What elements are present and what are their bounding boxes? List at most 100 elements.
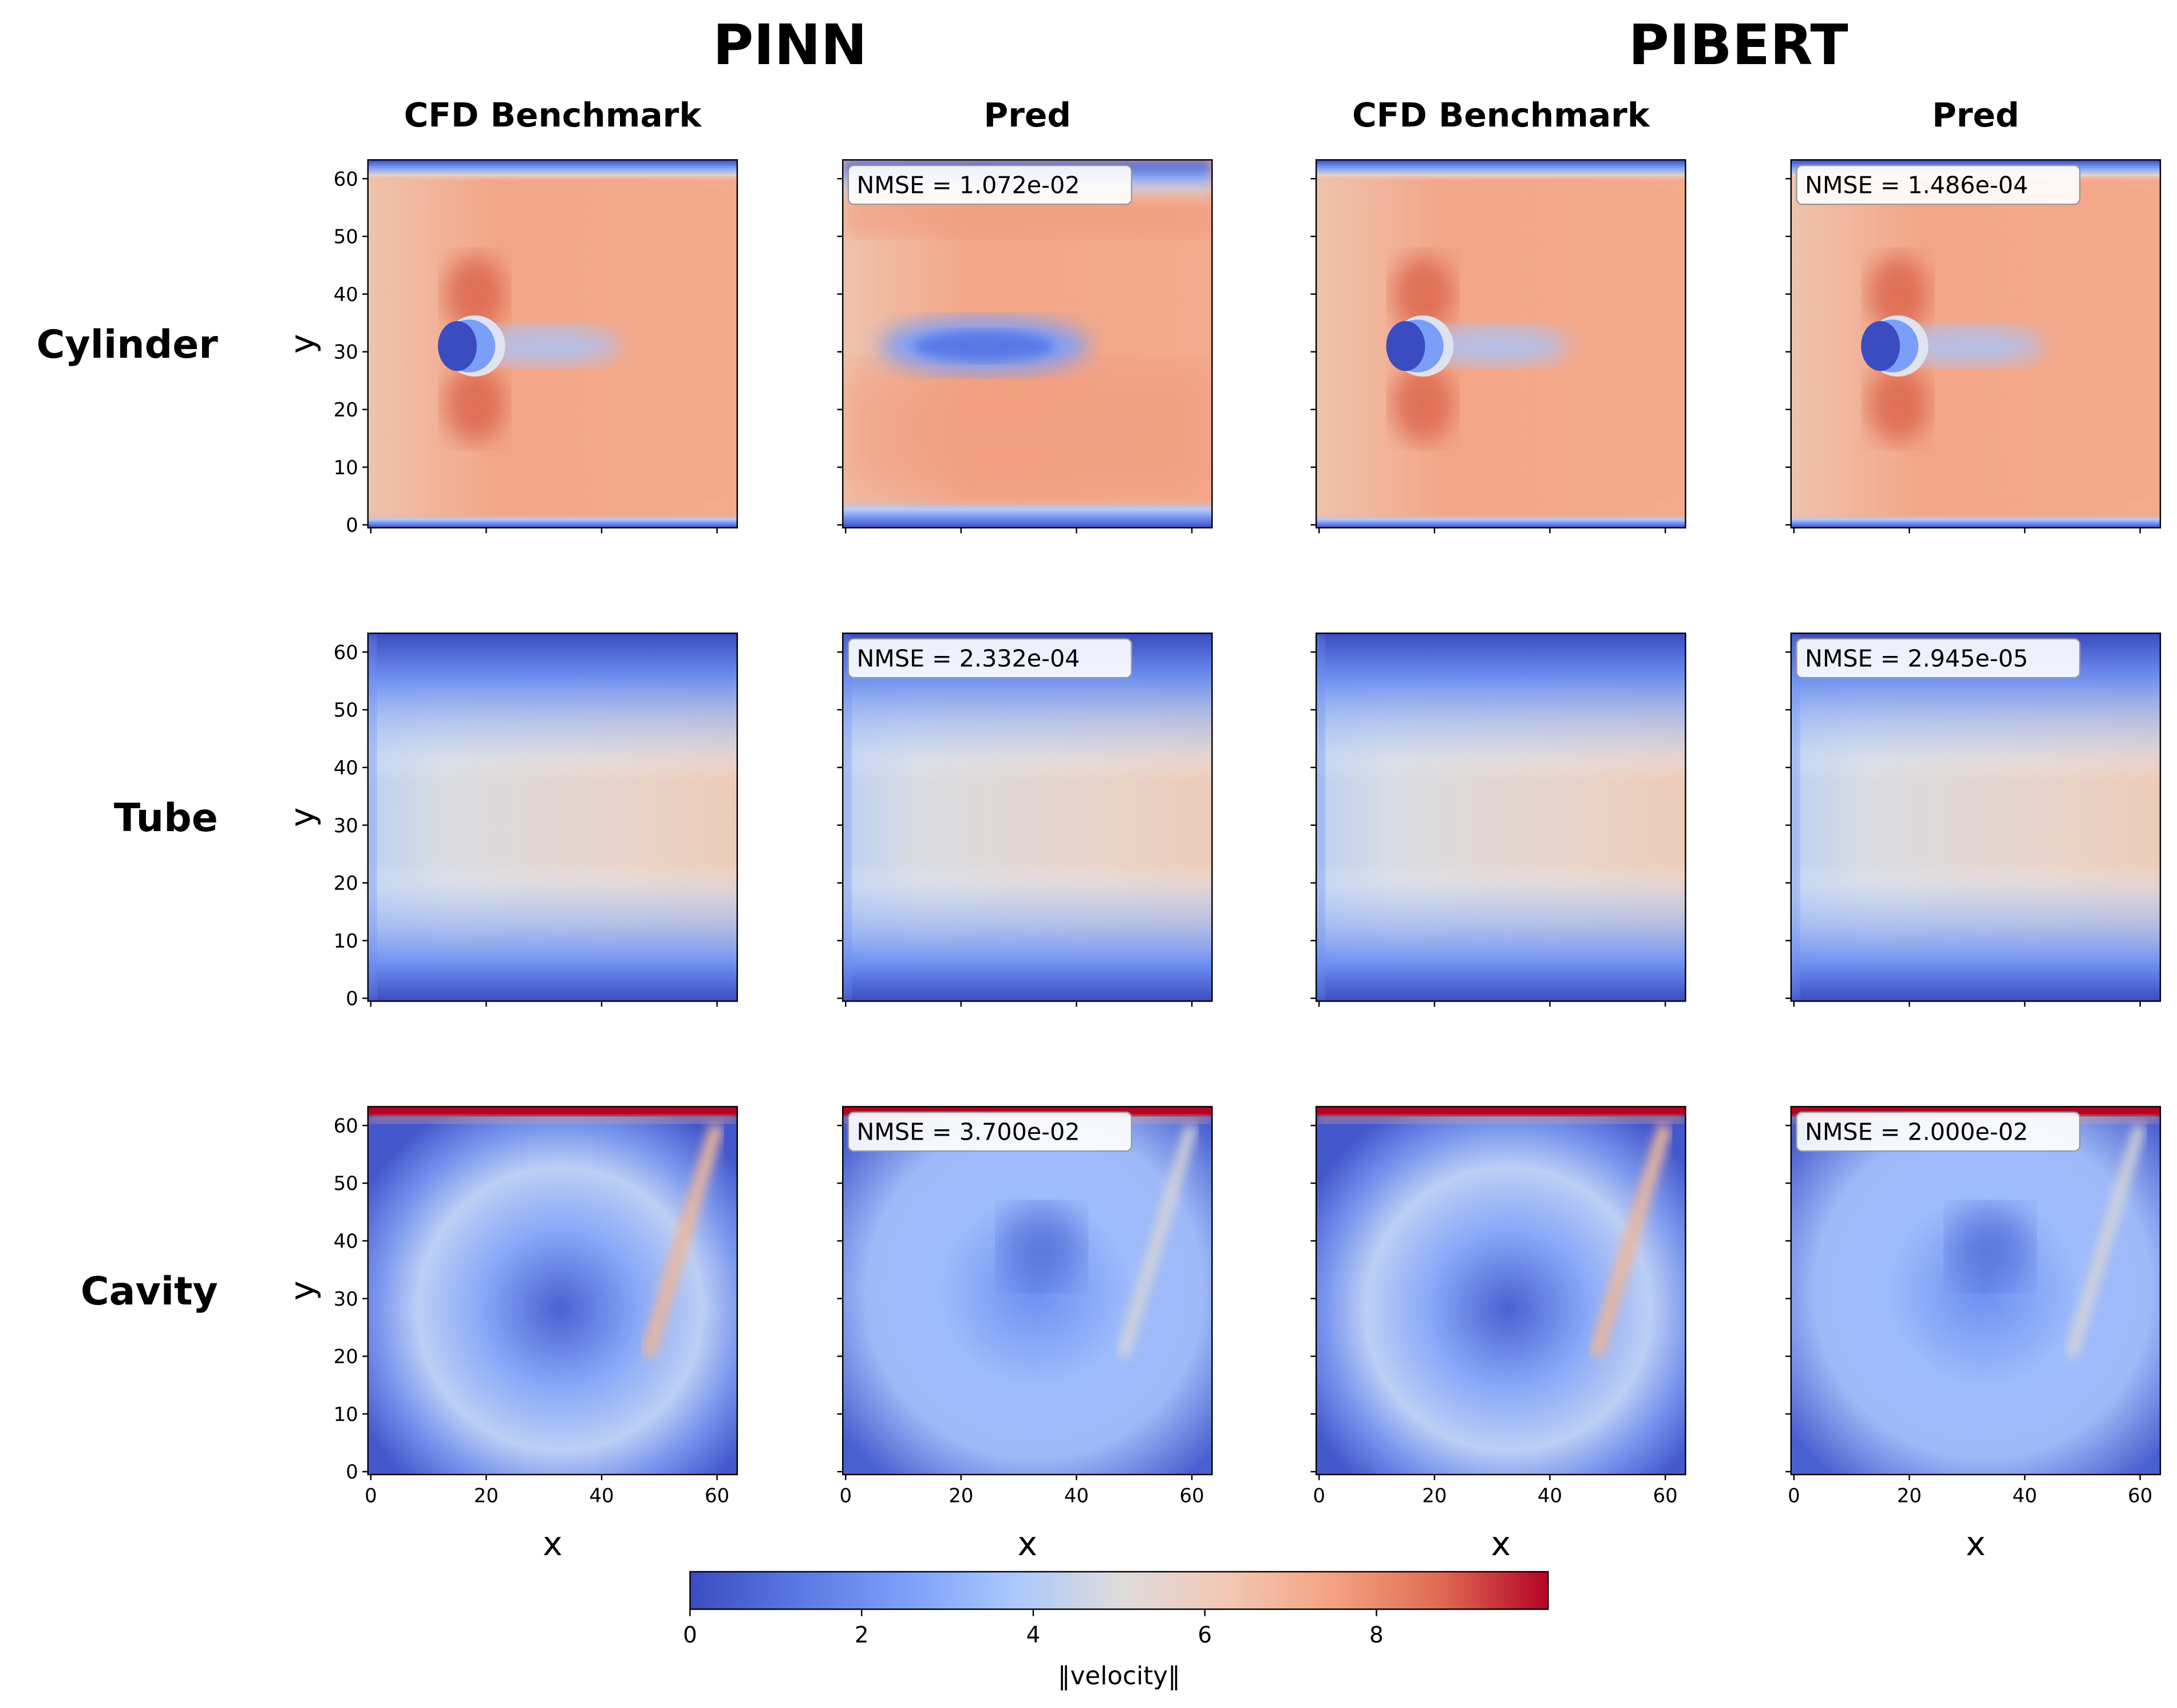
nmse-label: NMSE = 2.332e-04 [856, 645, 1080, 673]
heatmap-field [368, 160, 737, 528]
y-tick-label: 20 [334, 1346, 358, 1369]
row-label-cavity: Cavity [81, 1269, 218, 1314]
axes-frame [841, 632, 1213, 1002]
y-tick-label: 60 [334, 168, 358, 191]
y-tick-label: 0 [346, 514, 358, 537]
heatmap-field [1791, 1106, 2160, 1475]
axes-frame [367, 1106, 738, 1476]
y-tick-label: 60 [334, 1114, 358, 1137]
column-title: Pred [1932, 96, 2019, 135]
nmse-label: NMSE = 2.000e-02 [1805, 1118, 2028, 1146]
y-tick-label: 20 [334, 872, 358, 895]
colorbar-tick-label: 8 [1369, 1623, 1384, 1648]
panel-tube-pred-pinn: NMSE = 2.332e-04 [837, 632, 1213, 1007]
nmse-annotation: NMSE = 2.000e-02 [1796, 1111, 2081, 1152]
panel-grid: CFD Benchmark Pred CFD Benchmark Pred Cylind… [37, 96, 2162, 1563]
y-tick-label: 0 [346, 1461, 358, 1484]
panel-tube-cfd-benchmark-pinn: 0 10 20 30 40 50 60 y [283, 632, 738, 1010]
y-axis-label: y [283, 334, 322, 353]
axes-frame [367, 159, 738, 529]
heatmap-field [843, 160, 1212, 528]
x-tick-label: 40 [1538, 1485, 1562, 1508]
heatmap-field [1316, 633, 1686, 1002]
axes-frame [367, 632, 738, 1002]
nmse-annotation: NMSE = 1.072e-02 [847, 164, 1132, 205]
colorbar-tick-label: 2 [855, 1623, 869, 1648]
panel-tube-pred-pibert: NMSE = 2.945e-05 [1785, 632, 2162, 1007]
axes-frame [1315, 632, 1686, 1002]
x-tick-label: 60 [705, 1485, 729, 1508]
axes-frame [841, 1106, 1213, 1476]
x-tick-label: 20 [1422, 1485, 1447, 1508]
x-axis-label: x [543, 1524, 562, 1563]
axes-frame [841, 159, 1213, 529]
heatmap-field [1316, 1106, 1686, 1475]
y-axis-label: y [283, 1281, 322, 1300]
x-tick-label: 0 [365, 1485, 377, 1508]
x-tick-label: 20 [474, 1485, 499, 1508]
column-title: CFD Benchmark [404, 96, 702, 135]
panel-cylinder-pred-pibert: NMSE = 1.486e-04 [1785, 159, 2162, 533]
nmse-annotation: NMSE = 3.700e-02 [847, 1111, 1132, 1152]
axes-frame [1315, 1106, 1686, 1476]
y-tick-label: 30 [334, 815, 358, 837]
axes-frame [1315, 159, 1686, 529]
heatmap-field [1791, 160, 2160, 528]
axes-frame [1790, 159, 2162, 529]
y-tick-label: 50 [334, 226, 358, 248]
row-label-tube: Tube [114, 796, 218, 841]
axes-frame [1790, 1106, 2162, 1476]
group-title-pibert: PIBERT [1629, 13, 1848, 77]
nmse-label: NMSE = 1.072e-02 [856, 172, 1080, 199]
y-tick-label: 60 [334, 641, 358, 664]
panel-cylinder-cfd-benchmark-pinn: 0 10 20 30 40 50 60 y [283, 159, 738, 537]
group-title-pinn: PINN [713, 13, 867, 77]
nmse-annotation: NMSE = 1.486e-04 [1796, 164, 2081, 205]
heatmap-field [368, 1106, 737, 1475]
y-tick-label: 40 [334, 283, 358, 306]
y-tick-label: 10 [334, 456, 358, 479]
nmse-label: NMSE = 3.700e-02 [856, 1118, 1080, 1146]
y-tick-label: 30 [334, 1288, 358, 1311]
panel-cavity-pred-pinn: 0 20 40 60 x NMSE = 3.700e-02 [837, 1106, 1213, 1563]
x-tick-label: 60 [1179, 1485, 1204, 1508]
panel-cylinder-pred-pinn: NMSE = 1.072e-02 [837, 159, 1213, 533]
y-tick-label: 30 [334, 341, 358, 364]
nmse-label: NMSE = 2.945e-05 [1805, 645, 2028, 673]
heatmap-field [1316, 160, 1686, 528]
x-tick-label: 40 [1064, 1485, 1089, 1508]
colorbar-tick-label: 0 [683, 1623, 697, 1648]
y-tick-label: 40 [334, 1230, 358, 1253]
x-tick-label: 0 [1788, 1485, 1800, 1508]
heatmap-field [843, 633, 1212, 1002]
colorbar-tick-label: 6 [1198, 1623, 1212, 1648]
row-label-cylinder: Cylinder [37, 322, 219, 367]
y-tick-label: 10 [334, 1403, 358, 1426]
column-title: CFD Benchmark [1352, 96, 1650, 135]
x-tick-label: 0 [839, 1485, 852, 1508]
x-tick-label: 40 [589, 1485, 614, 1508]
panel-cylinder-cfd-benchmark-pibert [1310, 159, 1686, 533]
panel-cavity-pred-pibert: 0 20 40 60 x NMSE = 2.000e-02 [1785, 1106, 2162, 1563]
colorbar-gradient [689, 1571, 1549, 1610]
y-tick-label: 0 [346, 987, 358, 1010]
x-tick-label: 60 [1653, 1485, 1678, 1508]
panel-cavity-cfd-benchmark-pibert: 0 20 40 60 x [1310, 1106, 1686, 1563]
y-tick-label: 50 [334, 699, 358, 722]
nmse-annotation: NMSE = 2.332e-04 [847, 638, 1132, 679]
colorbar: 0 2 4 6 8 ‖velocity‖ [683, 1571, 1549, 1690]
colorbar-tick-label: 4 [1026, 1623, 1041, 1648]
panel-tube-cfd-benchmark-pibert [1310, 632, 1686, 1007]
x-tick-label: 20 [1897, 1485, 1922, 1508]
y-tick-label: 40 [334, 757, 358, 780]
column-title: Pred [984, 96, 1071, 135]
panel-cavity-cfd-benchmark-pinn: 0 10 20 30 40 50 60 0 20 40 60 y x [283, 1106, 738, 1563]
x-axis-label: x [1966, 1524, 1985, 1563]
y-tick-label: 50 [334, 1172, 358, 1195]
axes-frame [1790, 632, 2162, 1002]
x-axis-label: x [1018, 1524, 1037, 1563]
heatmap-field [843, 1106, 1212, 1475]
heatmap-field [1791, 633, 2160, 1002]
x-tick-label: 0 [1313, 1485, 1326, 1508]
